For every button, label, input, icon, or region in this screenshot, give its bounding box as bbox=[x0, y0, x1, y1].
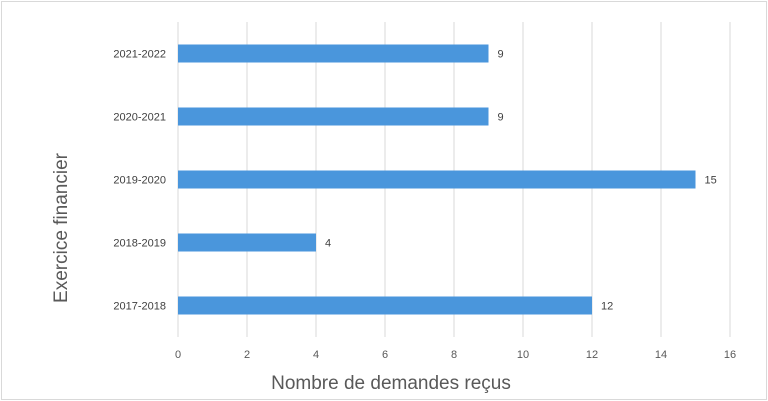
category-labels: 2021-2022 2020-2021 2019-2020 2018-2019 2017… bbox=[113, 49, 166, 313]
bar bbox=[178, 170, 696, 189]
x-tick-label: 0 bbox=[175, 349, 181, 361]
x-tick-label: 16 bbox=[724, 349, 736, 361]
bar bbox=[178, 44, 489, 63]
bar bbox=[178, 107, 489, 126]
x-tick-label: 14 bbox=[655, 349, 667, 361]
x-tick-label: 12 bbox=[586, 349, 598, 361]
x-tick-labels: 0 2 4 6 8 10 12 14 16 bbox=[175, 349, 736, 361]
x-tick-label: 2 bbox=[244, 349, 250, 361]
category-label: 2021-2022 bbox=[113, 49, 166, 61]
data-label: 4 bbox=[325, 238, 331, 250]
data-label: 9 bbox=[498, 49, 504, 61]
bars bbox=[178, 44, 696, 315]
category-label: 2019-2020 bbox=[113, 175, 166, 187]
data-label: 15 bbox=[705, 175, 717, 187]
y-axis-title: Exercice financier bbox=[51, 152, 72, 303]
category-label: 2018-2019 bbox=[113, 238, 166, 250]
x-tick-label: 4 bbox=[313, 349, 319, 361]
data-labels: 9 9 15 4 12 bbox=[325, 49, 717, 313]
x-tick-label: 8 bbox=[451, 349, 457, 361]
bar bbox=[178, 296, 592, 315]
bar bbox=[178, 233, 316, 252]
category-label: 2020-2021 bbox=[113, 112, 166, 124]
x-axis-title: Nombre de demandes reçus bbox=[271, 373, 511, 394]
data-label: 12 bbox=[601, 301, 613, 313]
x-tick-label: 6 bbox=[382, 349, 388, 361]
category-label: 2017-2018 bbox=[113, 301, 166, 313]
data-label: 9 bbox=[498, 112, 504, 124]
x-tick-label: 10 bbox=[517, 349, 529, 361]
